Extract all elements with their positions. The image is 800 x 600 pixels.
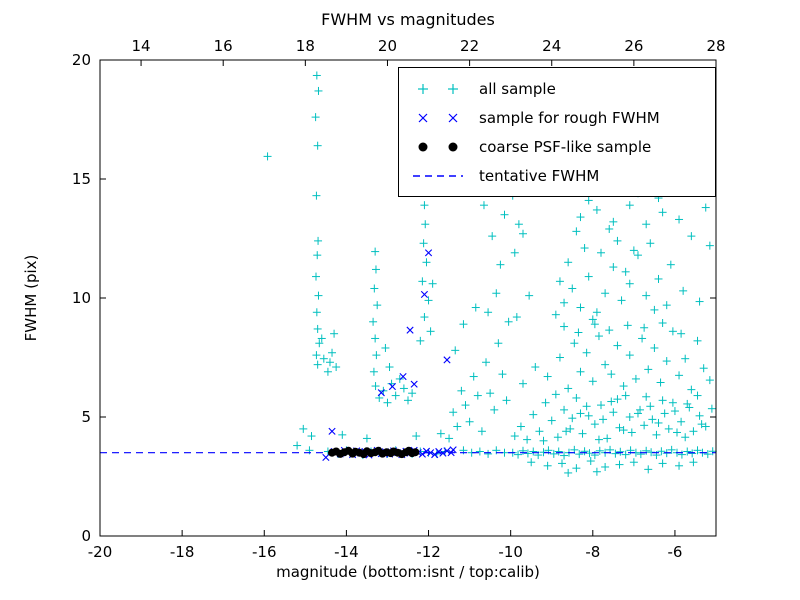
svg-text:28: 28	[706, 37, 725, 55]
y-axis-label: FWHM (pix)	[22, 254, 40, 342]
scatter-psf-sample	[328, 446, 420, 459]
legend: all sample sample for rough FWHM coarse …	[398, 67, 716, 197]
plus-marker-icon	[418, 83, 458, 94]
chart-title: FWHM vs magnitudes	[321, 10, 495, 29]
dot-marker-icon	[418, 142, 458, 151]
legend-label: coarse PSF-like sample	[479, 137, 652, 156]
svg-text:-20: -20	[88, 543, 113, 561]
legend-label: tentative FWHM	[479, 166, 600, 185]
scatter-rough-fwhm	[322, 249, 457, 462]
svg-text:22: 22	[460, 37, 479, 55]
legend-item-rough-fwhm: sample for rough FWHM	[399, 103, 715, 132]
legend-label: sample for rough FWHM	[479, 108, 660, 127]
svg-text:-6: -6	[667, 543, 682, 561]
legend-item-tentative-fwhm: tentative FWHM	[399, 161, 715, 190]
legend-item-psf-sample: coarse PSF-like sample	[399, 132, 715, 161]
svg-text:15: 15	[72, 170, 91, 188]
svg-text:-12: -12	[416, 543, 441, 561]
svg-text:-14: -14	[334, 543, 359, 561]
dashed-line-icon	[413, 174, 463, 177]
svg-text:26: 26	[624, 37, 643, 55]
svg-text:20: 20	[378, 37, 397, 55]
svg-text:10: 10	[72, 289, 91, 307]
svg-text:16: 16	[214, 37, 233, 55]
x-axis-label: magnitude (bottom:isnt / top:calib)	[276, 563, 540, 581]
svg-text:0: 0	[81, 527, 91, 545]
svg-text:18: 18	[296, 37, 315, 55]
svg-text:-16: -16	[252, 543, 277, 561]
legend-item-all-sample: all sample	[399, 74, 715, 103]
svg-text:24: 24	[542, 37, 561, 55]
svg-text:-10: -10	[498, 543, 523, 561]
x-marker-icon	[418, 113, 458, 122]
svg-text:-8: -8	[585, 543, 600, 561]
svg-text:5: 5	[81, 408, 91, 426]
svg-text:-18: -18	[170, 543, 195, 561]
svg-text:14: 14	[132, 37, 151, 55]
svg-text:20: 20	[72, 51, 91, 69]
legend-label: all sample	[479, 79, 556, 98]
tick-labels: -20 -18 -16 -14 -12 -10 -8 -6 14 16 18 20 22 24 26 28 0 5…	[72, 37, 726, 561]
